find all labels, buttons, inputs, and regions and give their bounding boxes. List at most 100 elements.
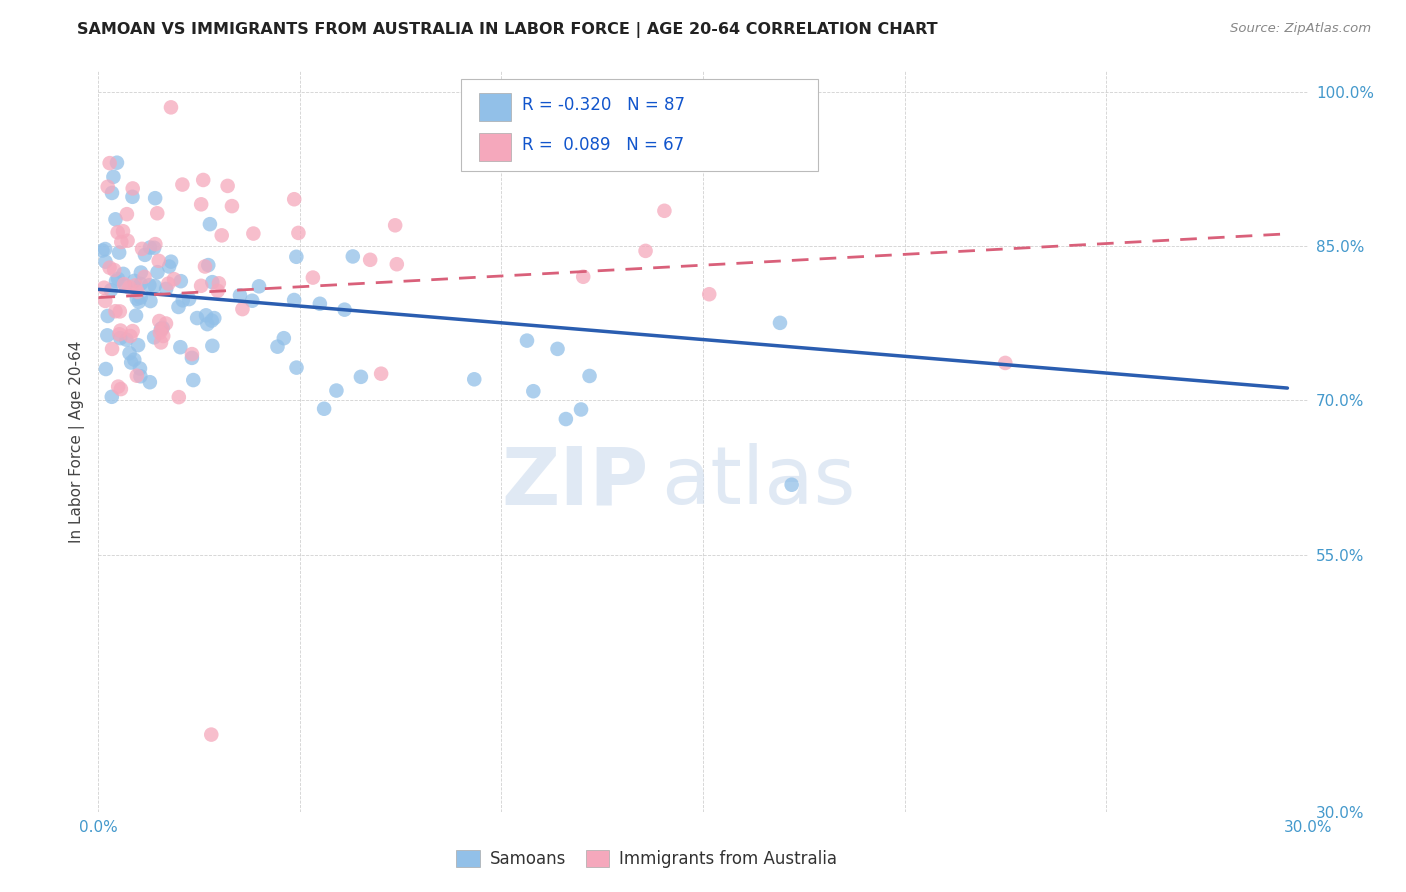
Text: ZIP: ZIP — [502, 443, 648, 521]
Y-axis label: In Labor Force | Age 20-64: In Labor Force | Age 20-64 — [69, 341, 84, 542]
Point — [103, 169, 125, 184]
Point — [129, 369, 152, 384]
Point — [94, 362, 117, 376]
Text: SAMOAN VS IMMIGRANTS FROM AUSTRALIA IN LABOR FORCE | AGE 20-64 CORRELATION CHART: SAMOAN VS IMMIGRANTS FROM AUSTRALIA IN L… — [77, 22, 938, 38]
Point — [359, 252, 381, 267]
Point — [572, 269, 595, 284]
Point — [108, 304, 131, 318]
Point — [148, 314, 170, 328]
Point — [198, 217, 221, 231]
Text: R =  0.089   N = 67: R = 0.089 N = 67 — [522, 136, 683, 153]
Point — [195, 309, 218, 323]
Point — [150, 335, 173, 350]
Point — [121, 181, 143, 195]
Point — [143, 191, 166, 205]
Point — [103, 263, 125, 277]
Point — [769, 316, 792, 330]
Point — [152, 321, 174, 335]
Point — [325, 384, 347, 398]
Point — [342, 249, 364, 263]
Point — [195, 317, 218, 331]
Point — [127, 338, 149, 352]
Point — [110, 382, 132, 396]
Point — [146, 265, 169, 279]
Point — [139, 294, 162, 309]
Point — [143, 330, 166, 344]
Point — [96, 328, 118, 343]
Point — [697, 287, 720, 301]
Point — [160, 254, 183, 268]
Point — [287, 226, 309, 240]
Point — [117, 234, 139, 248]
Point — [201, 339, 224, 353]
Point — [569, 402, 592, 417]
Point — [129, 361, 152, 376]
Point — [516, 334, 538, 348]
Point — [283, 192, 305, 206]
Point — [385, 257, 408, 271]
Point — [240, 293, 263, 308]
Point — [314, 401, 336, 416]
FancyBboxPatch shape — [479, 133, 510, 161]
Point — [108, 245, 131, 260]
Point — [283, 293, 305, 307]
Point — [143, 237, 166, 252]
Point — [547, 342, 569, 356]
Point — [110, 331, 132, 345]
Point — [167, 390, 190, 404]
Point — [160, 100, 183, 114]
Point — [115, 333, 138, 347]
Point — [155, 282, 177, 296]
Point — [124, 278, 146, 293]
Point — [190, 278, 212, 293]
Point — [104, 304, 127, 318]
Point — [134, 269, 156, 284]
Point — [115, 207, 138, 221]
Point — [157, 277, 180, 291]
Point — [129, 291, 152, 305]
Point — [124, 352, 146, 367]
Point — [110, 235, 132, 249]
Point — [273, 331, 295, 345]
Point — [217, 178, 239, 193]
Legend: Samoans, Immigrants from Australia: Samoans, Immigrants from Australia — [450, 843, 844, 875]
Point — [107, 272, 129, 286]
Point — [129, 277, 152, 291]
Point — [654, 203, 676, 218]
Point — [112, 267, 135, 281]
Point — [150, 322, 173, 336]
Point — [138, 278, 160, 293]
Point — [554, 412, 576, 426]
Point — [201, 275, 224, 289]
Point — [266, 340, 288, 354]
Point — [207, 284, 229, 298]
Point — [101, 342, 124, 356]
Text: Source: ZipAtlas.com: Source: ZipAtlas.com — [1230, 22, 1371, 36]
Point — [177, 292, 200, 306]
Point — [124, 274, 146, 288]
Point — [181, 373, 204, 387]
Point — [208, 277, 231, 291]
Point — [100, 390, 122, 404]
Point — [121, 324, 143, 338]
Point — [172, 178, 194, 192]
Point — [242, 227, 264, 241]
Point — [105, 155, 128, 169]
Point — [104, 274, 127, 288]
Point — [139, 375, 162, 389]
Point — [149, 326, 172, 340]
Point — [463, 372, 485, 386]
Point — [98, 156, 121, 170]
Point — [302, 270, 325, 285]
Point — [107, 225, 129, 239]
Point — [125, 309, 148, 323]
Point — [231, 302, 253, 317]
Point — [221, 199, 243, 213]
Point — [522, 384, 544, 399]
Point — [108, 327, 131, 342]
Point — [149, 322, 172, 336]
Point — [211, 228, 233, 243]
Point — [121, 190, 143, 204]
Point — [780, 477, 803, 491]
Point — [97, 179, 120, 194]
